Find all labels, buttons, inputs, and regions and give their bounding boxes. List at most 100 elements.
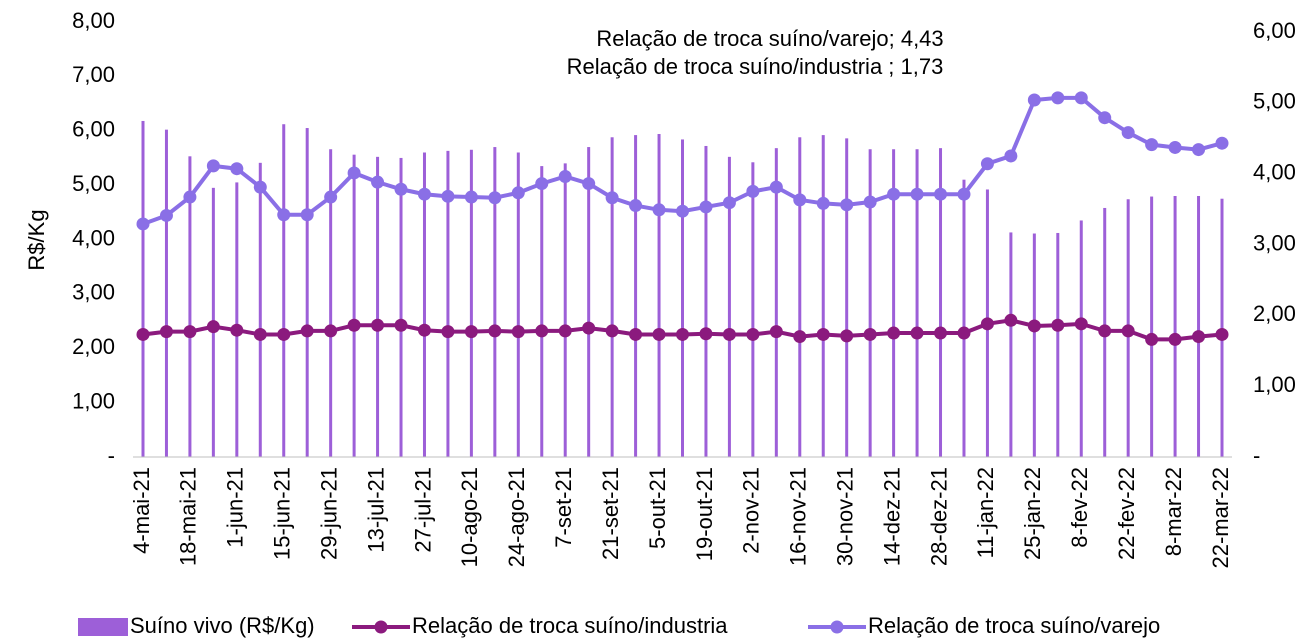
point: [699, 200, 713, 214]
x-tick-label: 8-mar-22: [1161, 467, 1186, 556]
point: [980, 317, 994, 331]
point: [746, 184, 760, 198]
y-tick-label: 1,00: [72, 388, 115, 413]
bar: [1220, 198, 1224, 457]
y2-tick-label: 5,00: [1253, 89, 1296, 114]
bar: [1056, 232, 1060, 457]
point: [464, 325, 478, 339]
bar: [939, 148, 943, 457]
annotation: Relação de troca suíno/varejo; 4,43: [596, 26, 943, 51]
point: [605, 191, 619, 205]
x-tick-label: 15-jun-21: [270, 467, 295, 560]
bar: [235, 182, 239, 457]
point: [324, 324, 338, 338]
point: [629, 199, 643, 213]
point: [605, 324, 619, 338]
point: [300, 208, 314, 222]
point: [1027, 93, 1041, 107]
point: [887, 326, 901, 340]
x-tick-label: 22-mar-22: [1208, 467, 1233, 568]
point: [159, 325, 173, 339]
point: [1121, 324, 1135, 338]
point: [1168, 140, 1182, 154]
point: [1074, 91, 1088, 105]
point: [816, 196, 830, 210]
bar: [446, 150, 450, 457]
x-tick-label: 19-out-21: [692, 467, 717, 561]
point: [1004, 149, 1018, 163]
y-tick-label: 3,00: [72, 280, 115, 305]
bar: [704, 145, 708, 457]
point: [1098, 111, 1112, 125]
point: [488, 191, 502, 205]
bar: [305, 128, 309, 457]
point: [1192, 143, 1206, 157]
y-tick-label: -: [108, 443, 115, 468]
bar: [493, 147, 497, 457]
y-tick-label: 8,00: [72, 8, 115, 33]
point: [582, 177, 596, 191]
point: [582, 321, 596, 335]
point: [206, 320, 220, 334]
point: [1121, 126, 1135, 140]
bar: [258, 162, 262, 458]
legend-swatch: [78, 618, 128, 636]
point: [980, 157, 994, 171]
bar: [681, 139, 684, 457]
x-tick-label: 2-nov-21: [739, 467, 764, 554]
point: [371, 318, 385, 332]
point: [793, 330, 807, 344]
point: [1051, 91, 1065, 105]
bar: [329, 149, 333, 458]
bar: [657, 134, 661, 457]
point: [957, 187, 971, 201]
bar: [1079, 220, 1083, 457]
bar: [399, 157, 403, 457]
x-tick-label: 11-jan-22: [973, 467, 998, 558]
bar: [352, 154, 356, 458]
bar: [751, 162, 755, 457]
bar: [540, 166, 544, 457]
point: [629, 327, 643, 341]
point: [863, 327, 877, 341]
point: [1145, 332, 1159, 346]
point: [558, 170, 572, 183]
bar: [868, 149, 872, 458]
point: [722, 327, 736, 341]
point: [676, 327, 689, 341]
point: [1145, 138, 1159, 152]
legend-marker: [374, 620, 388, 634]
bar: [821, 135, 825, 457]
x-tick-label: 5-out-21: [645, 467, 670, 549]
x-tick-label: 4-mai-21: [129, 467, 154, 554]
bar: [141, 120, 145, 458]
y2-tick-label: 6,00: [1253, 18, 1296, 43]
y2-tick-label: -: [1253, 443, 1260, 468]
bar: [1009, 232, 1013, 457]
x-tick-label: 22-fev-22: [1114, 467, 1139, 560]
bar: [587, 147, 591, 457]
point: [840, 329, 854, 343]
bar: [1150, 196, 1154, 457]
point: [417, 323, 431, 337]
point: [1215, 136, 1229, 150]
point: [1051, 318, 1065, 332]
bar: [610, 137, 614, 457]
x-tick-label: 29-jun-21: [316, 467, 341, 560]
point: [253, 327, 267, 341]
point: [676, 204, 689, 218]
bar: [164, 129, 168, 457]
point: [1192, 330, 1206, 344]
point: [793, 193, 807, 207]
y2-tick-label: 2,00: [1253, 301, 1296, 326]
point: [1098, 324, 1112, 338]
x-tick-label: 13-jul-21: [363, 467, 388, 553]
x-tick-label: 7-set-21: [551, 467, 576, 548]
point: [417, 187, 431, 201]
bar: [798, 137, 802, 457]
y-tick-label: 6,00: [72, 117, 115, 142]
bar: [516, 152, 520, 457]
legend-label: Relação de troca suíno/varejo: [868, 613, 1160, 638]
point: [324, 190, 338, 204]
